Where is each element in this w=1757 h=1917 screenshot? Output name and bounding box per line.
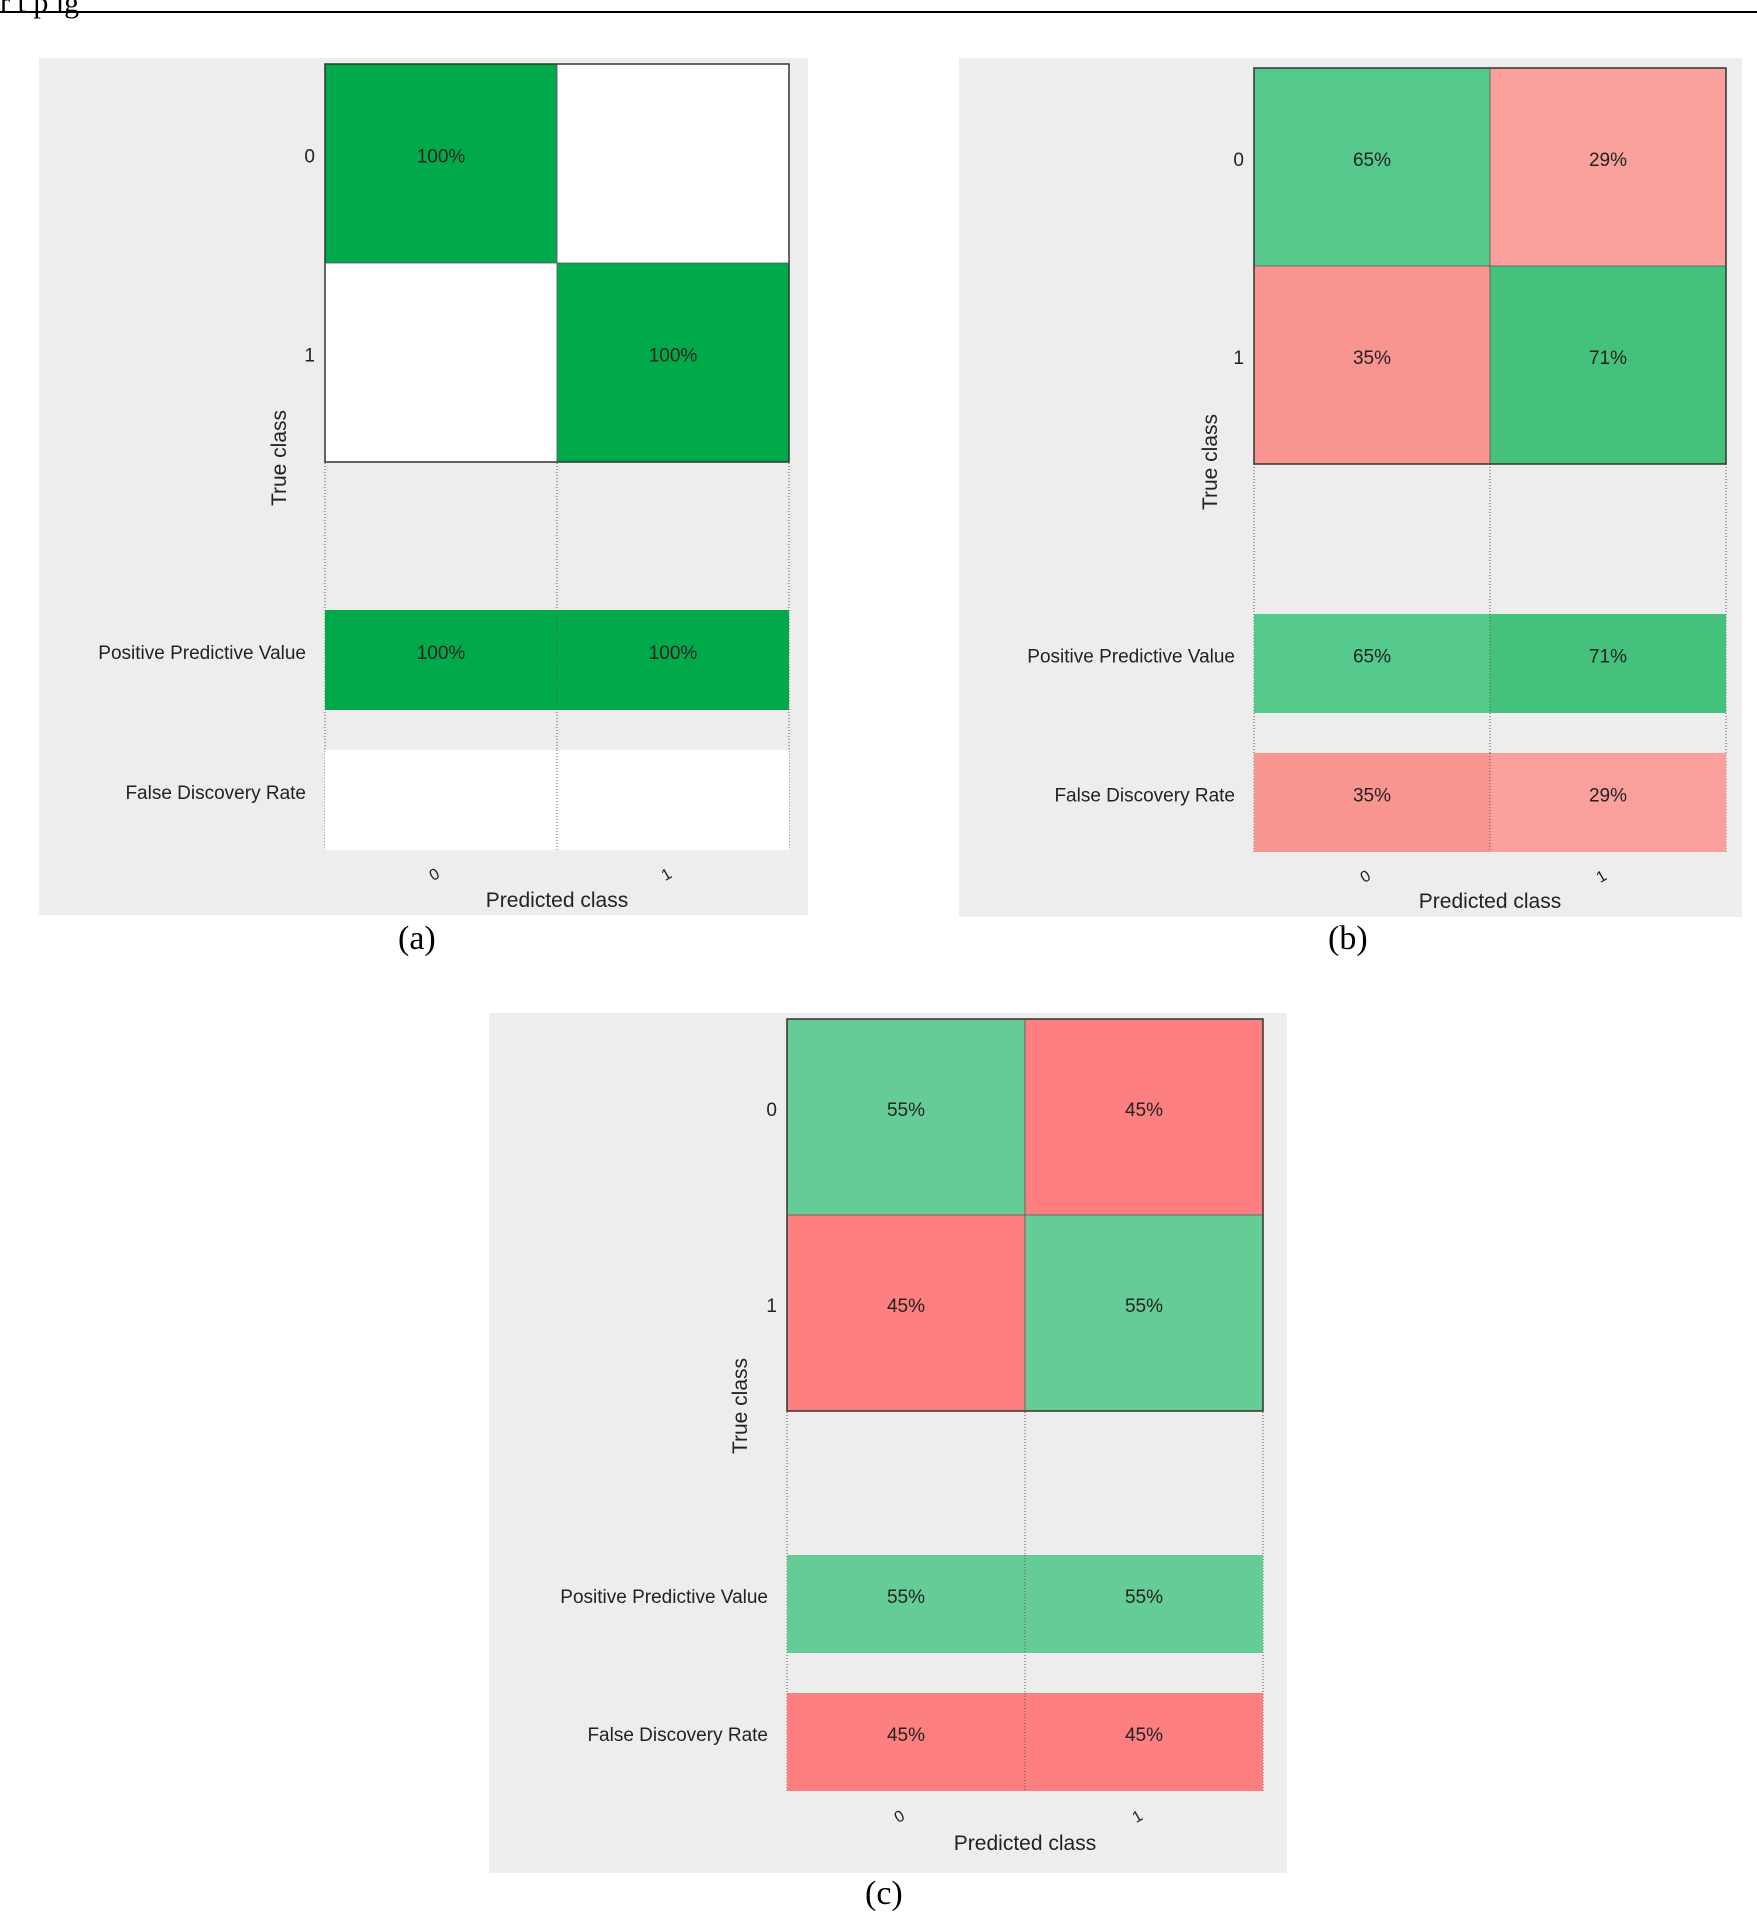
summary-cell-0-0 [1254, 614, 1490, 713]
matrix-cell-1-1 [1490, 266, 1726, 464]
matrix-cell-1-1 [557, 263, 789, 462]
summary-cell-1-1 [557, 750, 789, 850]
matrix-value-0-0: 65% [1353, 150, 1391, 171]
matrix-cell-1-0 [325, 263, 557, 462]
summary-row-label-0: Positive Predictive Value [98, 643, 306, 664]
matrix-value-0-0: 55% [887, 1100, 925, 1121]
header-rule [0, 11, 1757, 13]
summary-value-1-0: 35% [1353, 786, 1391, 807]
y-tick-label-0: 0 [1233, 150, 1244, 171]
matrix-cell-1-1 [1025, 1215, 1263, 1411]
matrix-value-1-0: 35% [1353, 348, 1391, 369]
matrix-cell-0-1 [1025, 1019, 1263, 1215]
y-tick-label-1: 1 [1233, 348, 1244, 369]
confusion-matrix-b: 65% 29% 35% 71% 0 1 True class 65% 71% Positive P… [1027, 67, 1727, 913]
summary-cell-1-0 [325, 750, 557, 850]
summary-cell-0-0 [787, 1555, 1025, 1653]
page-header-fragment: r t p lg [0, 0, 80, 19]
matrix-cell-1-0 [787, 1215, 1025, 1411]
matrix-value-1-0: 45% [887, 1296, 925, 1317]
y-tick-label-0: 0 [766, 1100, 777, 1121]
subfigure-label-c: (c) [865, 1875, 903, 1912]
x-tick-label-0: 0 [427, 865, 443, 884]
confusion-matrix-panel-b: 65% 29% 35% 71% 0 1 True class 65% 71% Positive P… [959, 58, 1742, 917]
x-tick-label-1: 1 [1594, 867, 1610, 886]
y-tick-label-1: 1 [766, 1296, 777, 1317]
y-tick-label-0: 0 [304, 147, 315, 168]
y-axis-title: True class [729, 1358, 752, 1454]
summary-cell-0-1 [557, 610, 789, 710]
summary-cell-1-0 [787, 1693, 1025, 1791]
matrix-value-1-1: 71% [1589, 348, 1627, 369]
x-tick-label-0: 0 [1358, 867, 1374, 886]
summary-row-label-1: False Discovery Rate [587, 1725, 768, 1746]
x-tick-label-1: 1 [659, 865, 675, 884]
confusion-matrix-c: 55% 45% 45% 55% 0 1 True class 55% 55% Positive P… [560, 1018, 1264, 1855]
x-axis-title: Predicted class [1419, 890, 1561, 913]
summary-value-0-0: 65% [1353, 647, 1391, 668]
summary-row-label-1: False Discovery Rate [1054, 786, 1235, 807]
confusion-matrix-panel-a: 100% 100% 0 1 True class 100% 100% Positive Pre… [39, 58, 808, 915]
confusion-matrix-a: 100% 100% 0 1 True class 100% 100% Positive Pre… [98, 63, 790, 912]
summary-value-1-1: 29% [1589, 786, 1627, 807]
matrix-value-1-1: 55% [1125, 1296, 1163, 1317]
summary-value-0-1: 71% [1589, 647, 1627, 668]
summary-cell-1-1 [1025, 1693, 1263, 1791]
summary-value-0-1: 55% [1125, 1587, 1163, 1608]
confusion-matrix-panel-c: 55% 45% 45% 55% 0 1 True class 55% 55% Positive P… [489, 1013, 1287, 1873]
summary-row-label-1: False Discovery Rate [125, 783, 306, 804]
summary-value-0-1: 100% [649, 643, 698, 664]
summary-row-label-0: Positive Predictive Value [560, 1587, 768, 1608]
subfigure-label-b: (b) [1328, 920, 1368, 957]
matrix-value-0-1: 29% [1589, 150, 1627, 171]
matrix-cell-0-0 [787, 1019, 1025, 1215]
summary-value-0-0: 55% [887, 1587, 925, 1608]
matrix-cell-0-1 [557, 64, 789, 263]
x-axis-title: Predicted class [954, 1832, 1096, 1855]
matrix-cell-0-1 [1490, 68, 1726, 266]
summary-cell-1-0 [1254, 753, 1490, 852]
y-axis-title: True class [268, 410, 291, 506]
y-tick-label-1: 1 [304, 346, 315, 367]
x-axis-title: Predicted class [486, 889, 628, 912]
matrix-value-1-1: 100% [649, 346, 698, 367]
matrix-cell-0-0 [325, 64, 557, 263]
matrix-cell-1-0 [1254, 266, 1490, 464]
subfigure-label-a: (a) [398, 920, 436, 957]
matrix-value-0-0: 100% [417, 147, 466, 168]
matrix-cell-0-0 [1254, 68, 1490, 266]
summary-cell-0-0 [325, 610, 557, 710]
summary-value-1-1: 45% [1125, 1725, 1163, 1746]
summary-cell-1-1 [1490, 753, 1726, 852]
summary-value-0-0: 100% [417, 643, 466, 664]
x-tick-label-0: 0 [892, 1807, 908, 1826]
x-tick-label-1: 1 [1130, 1807, 1146, 1826]
y-axis-title: True class [1199, 414, 1222, 510]
matrix-value-0-1: 45% [1125, 1100, 1163, 1121]
summary-cell-0-1 [1490, 614, 1726, 713]
summary-row-label-0: Positive Predictive Value [1027, 647, 1235, 668]
summary-value-1-0: 45% [887, 1725, 925, 1746]
summary-cell-0-1 [1025, 1555, 1263, 1653]
